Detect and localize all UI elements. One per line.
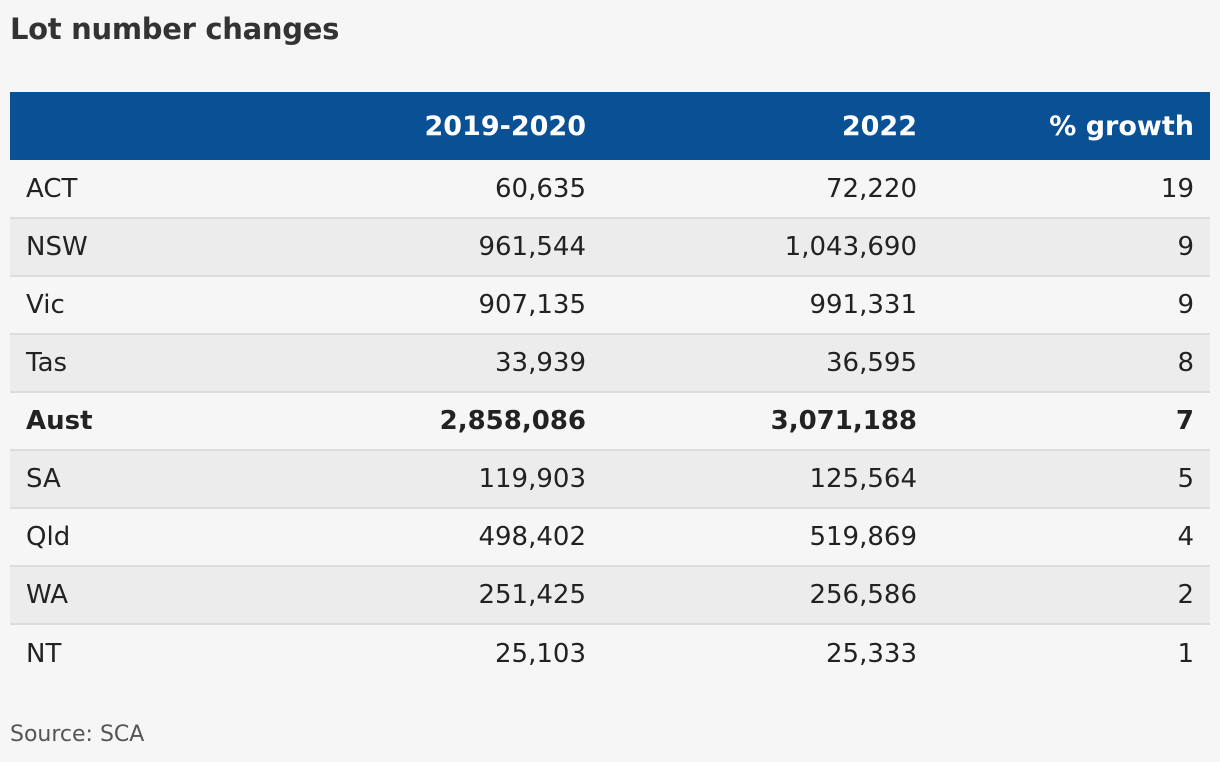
- header-2022: 2022: [841, 110, 917, 142]
- cell-region: Aust: [26, 406, 93, 436]
- chart-title: Lot number changes: [10, 12, 340, 46]
- cell-region: Qld: [26, 522, 71, 552]
- cell-2022: 125,564: [809, 464, 917, 494]
- cell-2019-2020: 2,858,086: [439, 406, 586, 436]
- cell-2022: 72,220: [826, 173, 917, 204]
- header-growth: % growth: [1049, 110, 1194, 142]
- cell-2019-2020: 60,635: [495, 173, 586, 204]
- cell-growth: 1: [1177, 638, 1194, 669]
- cell-2019-2020: 25,103: [495, 638, 586, 669]
- cell-2022: 1,043,690: [784, 232, 917, 262]
- cell-growth: 19: [1160, 173, 1194, 204]
- cell-2022: 256,586: [809, 580, 917, 610]
- cell-growth: 9: [1177, 232, 1194, 262]
- cell-2022: 25,333: [826, 638, 917, 669]
- header-2019-2020: 2019-2020: [424, 110, 587, 142]
- cell-2022: 3,071,188: [770, 406, 917, 436]
- cell-region: NT: [26, 638, 62, 669]
- cell-2022: 519,869: [809, 522, 917, 552]
- cell-region: Vic: [26, 290, 65, 320]
- cell-growth: 4: [1177, 522, 1194, 552]
- cell-2019-2020: 498,402: [478, 522, 586, 552]
- table-row: Qld 498,402 519,869 4: [10, 508, 1210, 566]
- cell-growth: 7: [1175, 406, 1194, 436]
- cell-region: SA: [26, 464, 61, 494]
- cell-region: NSW: [26, 232, 88, 262]
- cell-2019-2020: 961,544: [478, 232, 586, 262]
- table-row: ACT 60,635 72,220 19: [10, 160, 1210, 218]
- cell-region: ACT: [26, 173, 78, 204]
- table-body: ACT 60,635 72,220 19 NSW 961,544 1,043,690 9 Vic…: [10, 160, 1210, 682]
- cell-region: Tas: [26, 348, 68, 378]
- data-table: 2019-2020 2022 % growth ACT 60,635 72,220 1…: [10, 92, 1210, 682]
- table-row: Tas 33,939 36,595 8: [10, 334, 1210, 392]
- cell-growth: 8: [1177, 348, 1194, 378]
- cell-growth: 2: [1177, 580, 1194, 610]
- table-header-row: 2019-2020 2022 % growth: [10, 92, 1210, 160]
- cell-2022: 991,331: [809, 290, 917, 320]
- cell-2019-2020: 907,135: [478, 290, 586, 320]
- cell-region: WA: [26, 580, 69, 610]
- header-region: [10, 92, 310, 160]
- cell-2022: 36,595: [826, 348, 917, 378]
- source-note: Source: SCA: [10, 722, 145, 747]
- table-row: Vic 907,135 991,331 9: [10, 276, 1210, 334]
- table-row: SA 119,903 125,564 5: [10, 450, 1210, 508]
- table-row: NT 25,103 25,333 1: [10, 624, 1210, 682]
- table-row: NSW 961,544 1,043,690 9: [10, 218, 1210, 276]
- cell-2019-2020: 119,903: [478, 464, 586, 494]
- table-row: Aust 2,858,086 3,071,188 7: [10, 392, 1210, 450]
- cell-growth: 5: [1177, 464, 1194, 494]
- table-row: WA 251,425 256,586 2: [10, 566, 1210, 624]
- cell-2019-2020: 251,425: [478, 580, 586, 610]
- cell-growth: 9: [1177, 290, 1194, 320]
- cell-2019-2020: 33,939: [495, 348, 586, 378]
